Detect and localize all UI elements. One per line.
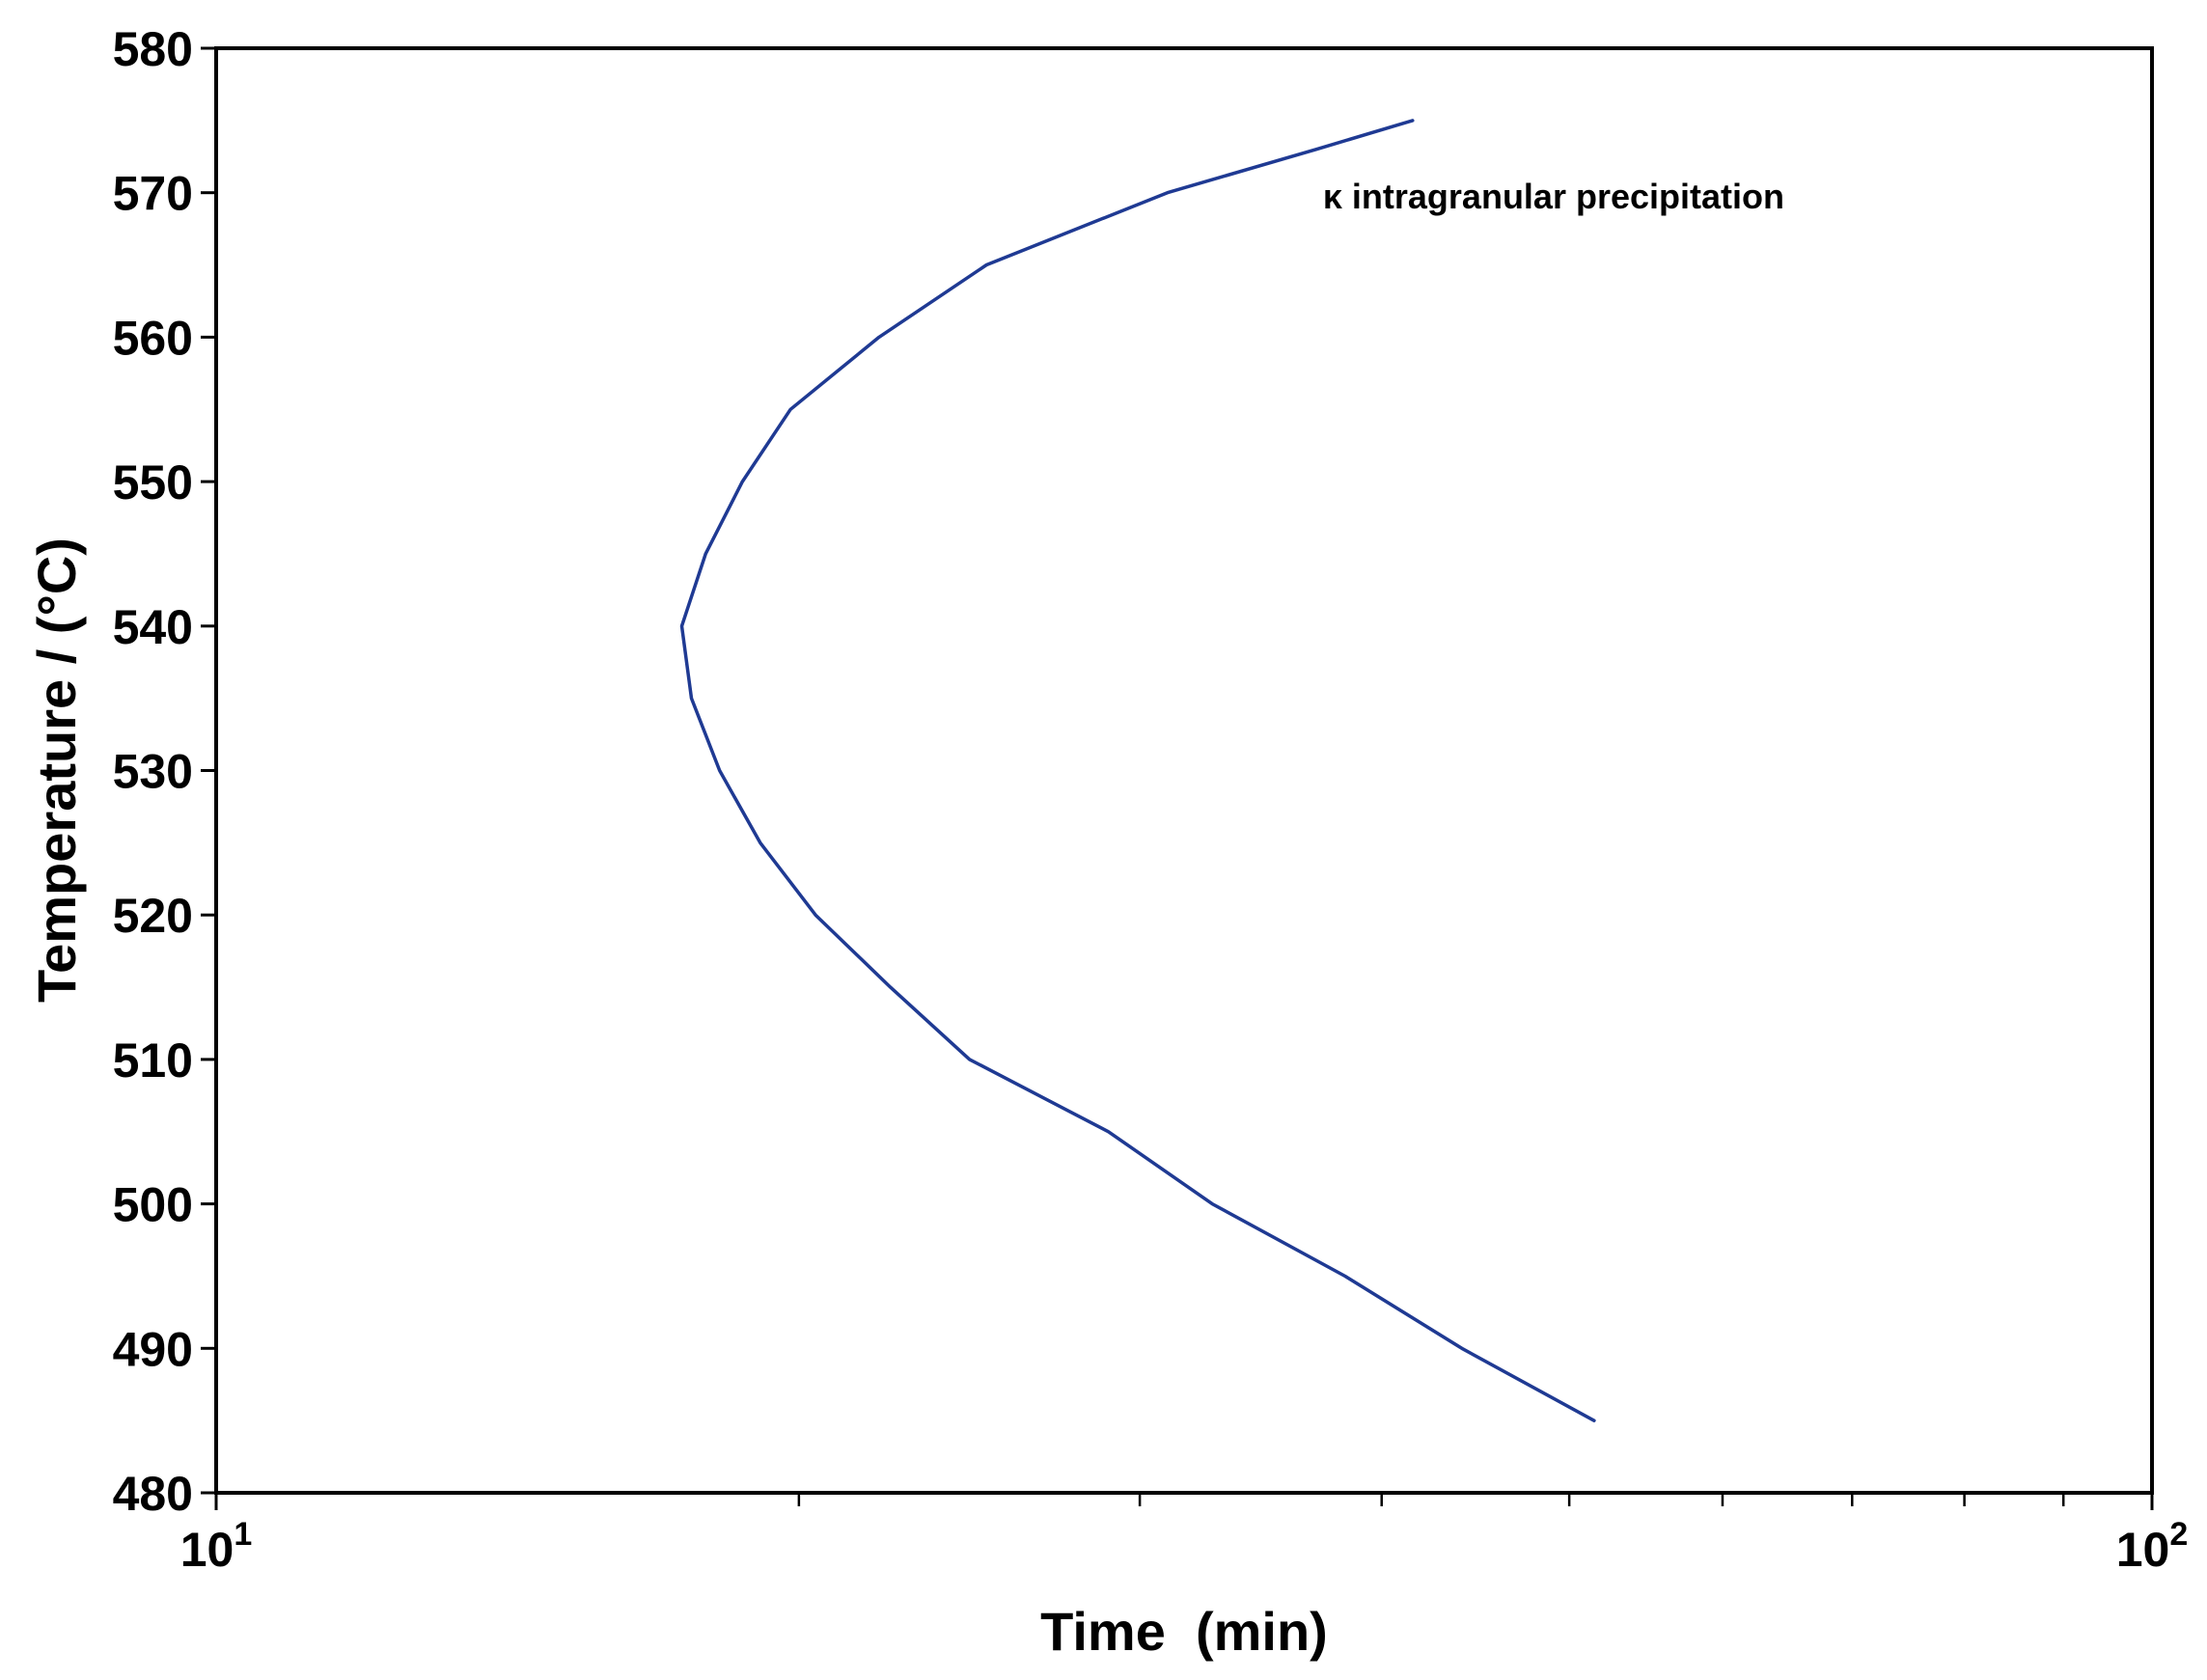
y-tick-label: 540	[113, 600, 193, 654]
x-tick-label-base: 10	[180, 1523, 234, 1577]
y-tick-label: 580	[113, 22, 193, 76]
y-axis-title: Temperature / (°C)	[26, 537, 87, 1003]
curve-annotation: κ intragranular precipitation	[1323, 177, 1784, 216]
x-tick-label-exponent: 2	[2169, 1516, 2188, 1553]
y-tick-label: 550	[113, 455, 193, 510]
y-tick-label: 500	[113, 1178, 193, 1232]
y-tick-label: 530	[113, 745, 193, 799]
plot-frame	[214, 46, 2154, 1495]
x-axis-minor-ticks	[797, 1493, 2065, 1506]
y-axis-ticks: 480 490 500 510 520 530 540 550 560 570 580	[113, 22, 216, 1521]
y-tick-label: 570	[113, 167, 193, 221]
x-axis-title: Time (min)	[1040, 1601, 1328, 1662]
x-axis-major-ticks: 101 102	[180, 1493, 2189, 1577]
series-layer	[679, 119, 1596, 1422]
y-tick-label: 510	[113, 1033, 193, 1088]
y-tick-label: 480	[113, 1467, 193, 1521]
x-tick-label-base: 10	[2116, 1523, 2170, 1577]
y-tick-label: 490	[113, 1322, 193, 1376]
series-line	[679, 119, 1596, 1422]
x-tick-label-exponent: 1	[234, 1516, 252, 1553]
x-tick-label: 102	[2116, 1516, 2189, 1577]
x-tick-label: 101	[180, 1516, 253, 1577]
y-tick-label: 560	[113, 311, 193, 365]
annotation-layer: κ intragranular precipitation	[1323, 177, 1784, 216]
y-tick-label: 520	[113, 889, 193, 943]
